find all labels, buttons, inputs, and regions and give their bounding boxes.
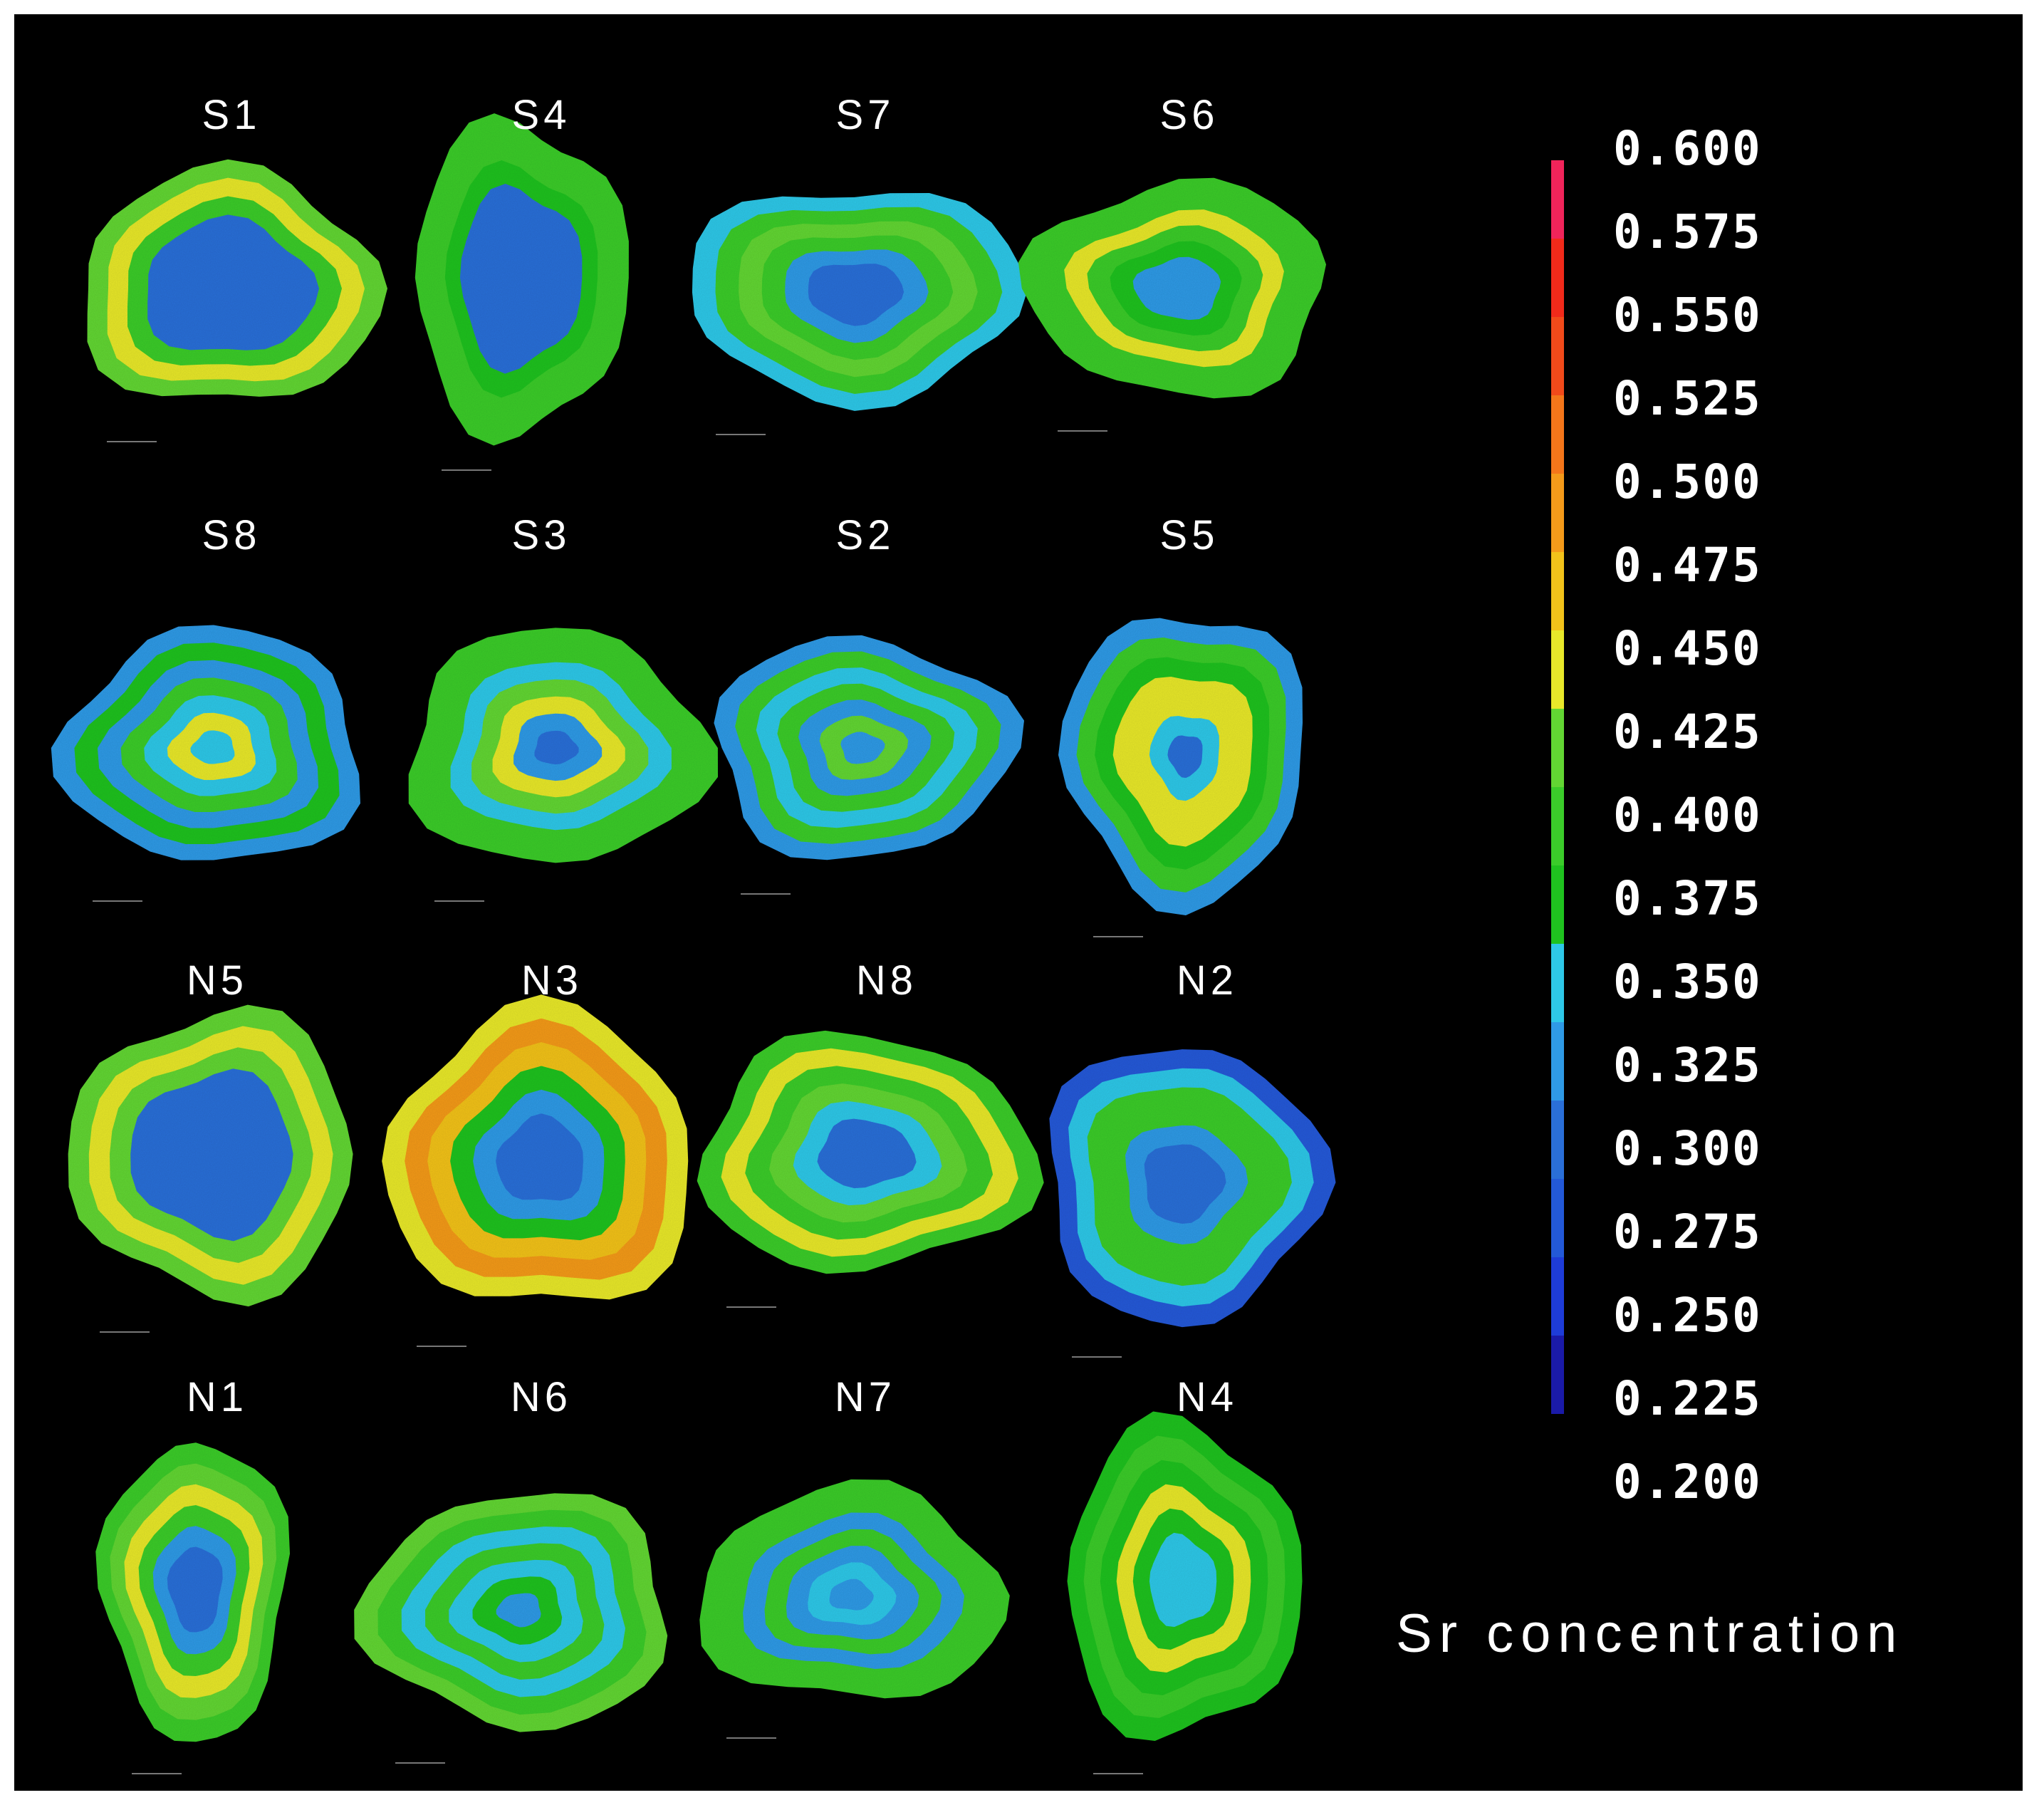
growth-ring <box>829 1578 874 1611</box>
colorbar-segment <box>1551 1101 1564 1180</box>
growth-ring <box>192 1133 234 1176</box>
sample-label-n5: N5 <box>186 957 249 1004</box>
colorbar-tick-label: 0.250 <box>1613 1288 1762 1343</box>
growth-ring <box>1163 1163 1204 1203</box>
otolith-map-s7 <box>692 193 1027 411</box>
sr-maps-layer <box>51 113 1336 1774</box>
otolith-map-n7 <box>699 1479 1010 1699</box>
colorbar-tick-label: 0.375 <box>1613 871 1762 926</box>
colorbar-segment <box>1551 709 1564 788</box>
colorbar-segment <box>1551 317 1564 396</box>
sample-label-n2: N2 <box>1176 957 1239 1004</box>
colorbar-tick-label: 0.425 <box>1613 704 1762 759</box>
growth-ring <box>1165 1556 1200 1604</box>
colorbar-segment <box>1551 944 1564 1023</box>
colorbar-segment <box>1551 395 1564 474</box>
sample-label-s3: S3 <box>511 512 571 558</box>
colorbar-tick-label: 0.300 <box>1613 1121 1762 1176</box>
colorbar-tick-label: 0.275 <box>1613 1205 1762 1259</box>
growth-ring <box>505 254 536 302</box>
otolith-map-n3 <box>382 994 689 1300</box>
growth-ring <box>534 730 579 765</box>
growth-ring <box>1155 272 1200 304</box>
growth-ring <box>181 1567 209 1611</box>
otolith-map-s4 <box>414 113 629 446</box>
sample-label-s6: S6 <box>1159 92 1219 138</box>
otolith-map-n2 <box>1049 1049 1336 1328</box>
colorbar-segment <box>1551 1336 1564 1414</box>
otolith-map-n8 <box>697 1030 1044 1274</box>
sample-label-n7: N7 <box>834 1374 897 1420</box>
colorbar-tick-label: 0.400 <box>1613 788 1762 843</box>
otolith-map-n5 <box>68 1004 353 1307</box>
sample-label-n8: N8 <box>855 957 918 1004</box>
growth-ring <box>840 732 885 764</box>
colorbar-segment <box>1551 787 1564 866</box>
growth-ring <box>190 730 235 764</box>
growth-ring <box>207 270 251 304</box>
colorbar-tick-label: 0.325 <box>1613 1038 1762 1093</box>
colorbar-tick-label: 0.550 <box>1613 288 1762 343</box>
colorbar-segment <box>1551 1179 1564 1258</box>
sample-label-s5: S5 <box>1159 512 1219 558</box>
colorbar-title: Sr concentration <box>1396 1603 1904 1664</box>
colorbar-segment <box>1551 239 1564 318</box>
growth-ring <box>841 1136 891 1171</box>
sample-label-n6: N6 <box>510 1374 573 1420</box>
colorbar-segment <box>1551 865 1564 945</box>
growth-ring <box>1167 735 1203 779</box>
colorbar-tick-label: 0.200 <box>1613 1455 1762 1509</box>
otolith-map-n4 <box>1067 1411 1303 1741</box>
sample-label-n4: N4 <box>1176 1374 1239 1420</box>
colorbar-tick-label: 0.475 <box>1613 538 1762 593</box>
otolith-map-s3 <box>408 628 718 863</box>
otolith-map-s8 <box>51 625 361 860</box>
colorbar-segment <box>1551 552 1564 631</box>
otolith-map-s2 <box>714 635 1024 860</box>
colorbar-segment <box>1551 160 1564 239</box>
colorbar-segment <box>1551 1022 1564 1101</box>
colorbar-tick-label: 0.350 <box>1613 954 1762 1009</box>
growth-ring <box>518 1137 563 1181</box>
colorbar <box>1551 160 1564 1414</box>
sample-label-s7: S7 <box>835 92 895 138</box>
otolith-map-s1 <box>87 159 387 397</box>
growth-ring <box>831 278 880 309</box>
colorbar-segment <box>1551 630 1564 709</box>
colorbar-tick-label: 0.600 <box>1613 121 1762 176</box>
otolith-map-s6 <box>1018 177 1326 399</box>
otolith-map-n1 <box>95 1442 291 1742</box>
otolith-map-n6 <box>354 1493 668 1732</box>
figure-panel: S1 S4 S7 S6 S8 S3 S2 S5 N5 N3 N8 N2 N1 N6 N7 N4 0.600 0.… <box>14 14 2023 1791</box>
sample-label-s8: S8 <box>202 512 261 558</box>
colorbar-tick-label: 0.450 <box>1613 621 1762 676</box>
colorbar-tick-label: 0.500 <box>1613 454 1762 509</box>
otolith-map-s5 <box>1058 618 1303 915</box>
colorbar-segment <box>1551 1257 1564 1336</box>
colorbar-tick-label: 0.575 <box>1613 204 1762 259</box>
colorbar-segment <box>1551 474 1564 553</box>
sample-label-s4: S4 <box>511 92 571 138</box>
sample-label-n1: N1 <box>186 1374 249 1420</box>
colorbar-tick-label: 0.225 <box>1613 1371 1762 1426</box>
sample-label-s1: S1 <box>202 92 261 138</box>
sample-label-n3: N3 <box>521 957 583 1004</box>
sample-label-s2: S2 <box>835 512 895 558</box>
growth-ring <box>496 1593 541 1628</box>
colorbar-tick-label: 0.525 <box>1613 371 1762 426</box>
